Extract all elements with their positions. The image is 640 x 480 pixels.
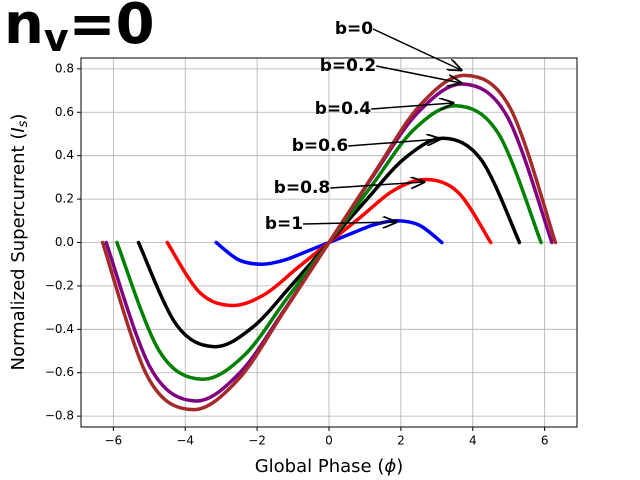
y-tick-label: 0.6 bbox=[55, 105, 74, 119]
y-tick-label: −0.2 bbox=[45, 278, 74, 292]
y-axis-label: Normalized Supercurrent (Is) bbox=[8, 114, 31, 371]
x-tick-label: 0 bbox=[325, 434, 333, 448]
annotation: b=0.8 bbox=[274, 178, 331, 198]
annotation-arrow bbox=[376, 65, 461, 83]
y-tick-label: 0.2 bbox=[55, 192, 74, 206]
chart-title: nv=0 bbox=[4, 0, 155, 60]
x-tick-label: −2 bbox=[248, 434, 266, 448]
y-tick-label: 0.8 bbox=[55, 61, 74, 75]
y-tick-label: 0.0 bbox=[55, 235, 74, 249]
annotation: b=1 bbox=[265, 214, 303, 234]
x-tick-label: −4 bbox=[176, 434, 194, 448]
annotation: b=0 bbox=[335, 19, 373, 39]
x-tick-label: −6 bbox=[104, 434, 122, 448]
x-tick-label: 4 bbox=[469, 434, 477, 448]
y-tick-label: −0.4 bbox=[45, 322, 74, 336]
annotation-arrow bbox=[303, 222, 396, 224]
annotation: b=0.6 bbox=[292, 136, 349, 156]
x-tick-label: 6 bbox=[541, 434, 549, 448]
x-tick-label: 2 bbox=[397, 434, 405, 448]
annotation: b=0.4 bbox=[315, 99, 372, 119]
series-line bbox=[100, 73, 558, 412]
y-tick-label: −0.6 bbox=[45, 365, 74, 379]
x-axis-label: Global Phase (ϕ) bbox=[255, 456, 404, 477]
annotation-arrow bbox=[372, 28, 461, 70]
y-tick-label: −0.8 bbox=[45, 409, 74, 423]
plot-frame bbox=[80, 57, 578, 428]
annotation-arrow bbox=[371, 103, 453, 109]
annotation-arrow bbox=[348, 139, 440, 147]
annotation-arrow bbox=[330, 182, 424, 188]
y-tick-label: 0.4 bbox=[55, 148, 74, 162]
annotation: b=0.2 bbox=[320, 56, 377, 76]
